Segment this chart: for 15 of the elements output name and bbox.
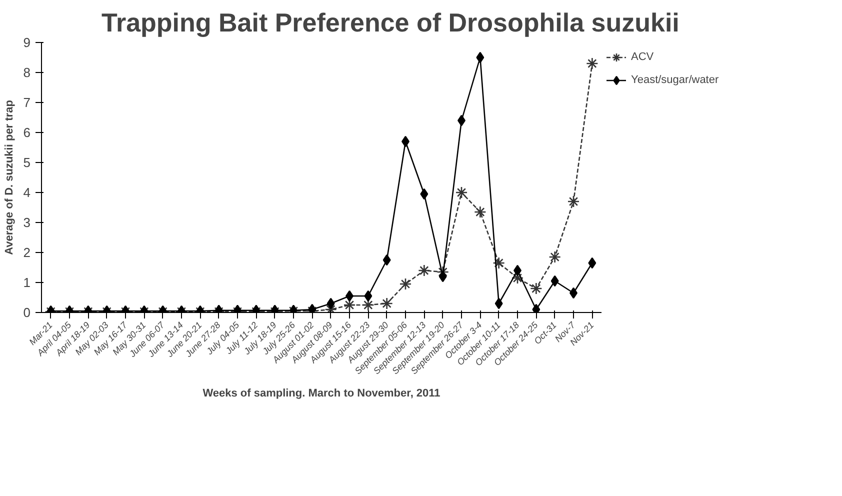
- legend-label: Yeast/sugar/water: [631, 74, 719, 86]
- legend-label: ACV: [631, 51, 654, 63]
- y-tick-label: 4: [23, 185, 31, 200]
- y-tick-label: 0: [23, 305, 31, 320]
- y-tick-label: 7: [23, 95, 31, 110]
- y-tick-label: 9: [23, 35, 31, 50]
- y-axis-title: Average of D. suzukii per trap: [3, 100, 16, 255]
- y-tick-label: 3: [23, 215, 31, 230]
- y-tick-label: 8: [23, 65, 31, 80]
- y-tick-label: 6: [23, 125, 31, 140]
- x-axis-title: Weeks of sampling. March to November, 2011: [202, 388, 440, 400]
- y-tick-label: 5: [23, 155, 31, 170]
- y-tick-label: 2: [23, 245, 31, 260]
- y-tick-label: 1: [23, 275, 31, 290]
- chart-title: Trapping Bait Preference of Drosophila suzukii: [102, 8, 680, 38]
